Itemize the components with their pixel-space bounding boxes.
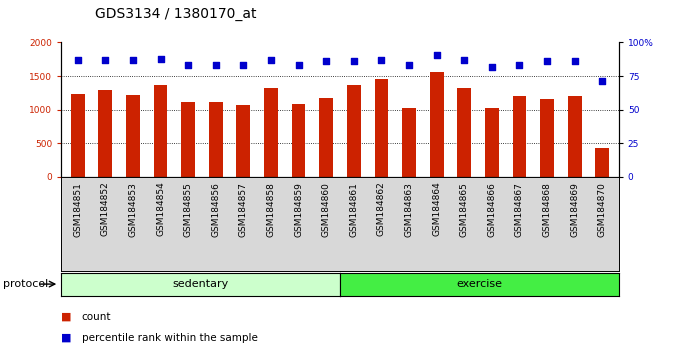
Bar [99,90,112,177]
Text: GSM184857: GSM184857 [239,182,248,236]
Point [569,58,580,64]
Text: GDS3134 / 1380170_at: GDS3134 / 1380170_at [95,7,257,21]
Point [459,57,470,63]
Text: GSM184867: GSM184867 [515,182,524,236]
Text: GSM184863: GSM184863 [405,182,413,236]
Bar [430,73,443,177]
Point [293,63,304,68]
Text: GSM184865: GSM184865 [460,182,469,236]
Point [128,57,139,63]
Text: percentile rank within the sample: percentile rank within the sample [82,333,258,343]
Point [486,64,497,69]
Bar [595,148,609,177]
Bar [209,102,222,177]
Text: GSM184864: GSM184864 [432,182,441,236]
Point [541,58,552,64]
Text: GSM184862: GSM184862 [377,182,386,236]
Bar [320,98,333,177]
Text: GSM184851: GSM184851 [73,182,82,236]
Bar [71,94,85,177]
Text: protocol: protocol [3,279,49,289]
Point [514,63,525,68]
Point [238,63,249,68]
Bar [540,99,554,177]
Text: GSM184869: GSM184869 [570,182,579,236]
Bar [375,79,388,177]
Point [376,57,387,63]
Bar [402,108,416,177]
Point [321,58,332,64]
Bar [264,88,278,177]
Point [431,52,442,57]
Text: GSM184856: GSM184856 [211,182,220,236]
Point [266,57,277,63]
Text: GSM184868: GSM184868 [543,182,551,236]
Text: GSM184855: GSM184855 [184,182,192,236]
Text: GSM184861: GSM184861 [350,182,358,236]
Text: count: count [82,312,111,322]
Bar [154,85,167,177]
Point [348,58,359,64]
Bar [126,95,140,177]
Bar [347,85,360,177]
Text: exercise: exercise [456,279,503,289]
Bar [237,105,250,177]
Point [155,56,166,62]
Point [100,57,111,63]
Text: GSM184870: GSM184870 [598,182,607,236]
Point [403,63,414,68]
Bar [292,104,305,177]
Bar [485,108,498,177]
Text: GSM184854: GSM184854 [156,182,165,236]
Point [72,57,83,63]
Text: ■: ■ [61,312,71,322]
Bar [568,96,581,177]
Text: GSM184859: GSM184859 [294,182,303,236]
Bar [458,88,471,177]
Point [210,63,221,68]
Text: GSM184860: GSM184860 [322,182,330,236]
Text: GSM184866: GSM184866 [488,182,496,236]
Point [597,79,608,84]
Text: sedentary: sedentary [173,279,228,289]
Text: ■: ■ [61,333,71,343]
Bar [182,102,195,177]
Bar [513,96,526,177]
Text: GSM184852: GSM184852 [101,182,110,236]
Text: GSM184858: GSM184858 [267,182,275,236]
Text: GSM184853: GSM184853 [129,182,137,236]
Point [183,63,194,68]
